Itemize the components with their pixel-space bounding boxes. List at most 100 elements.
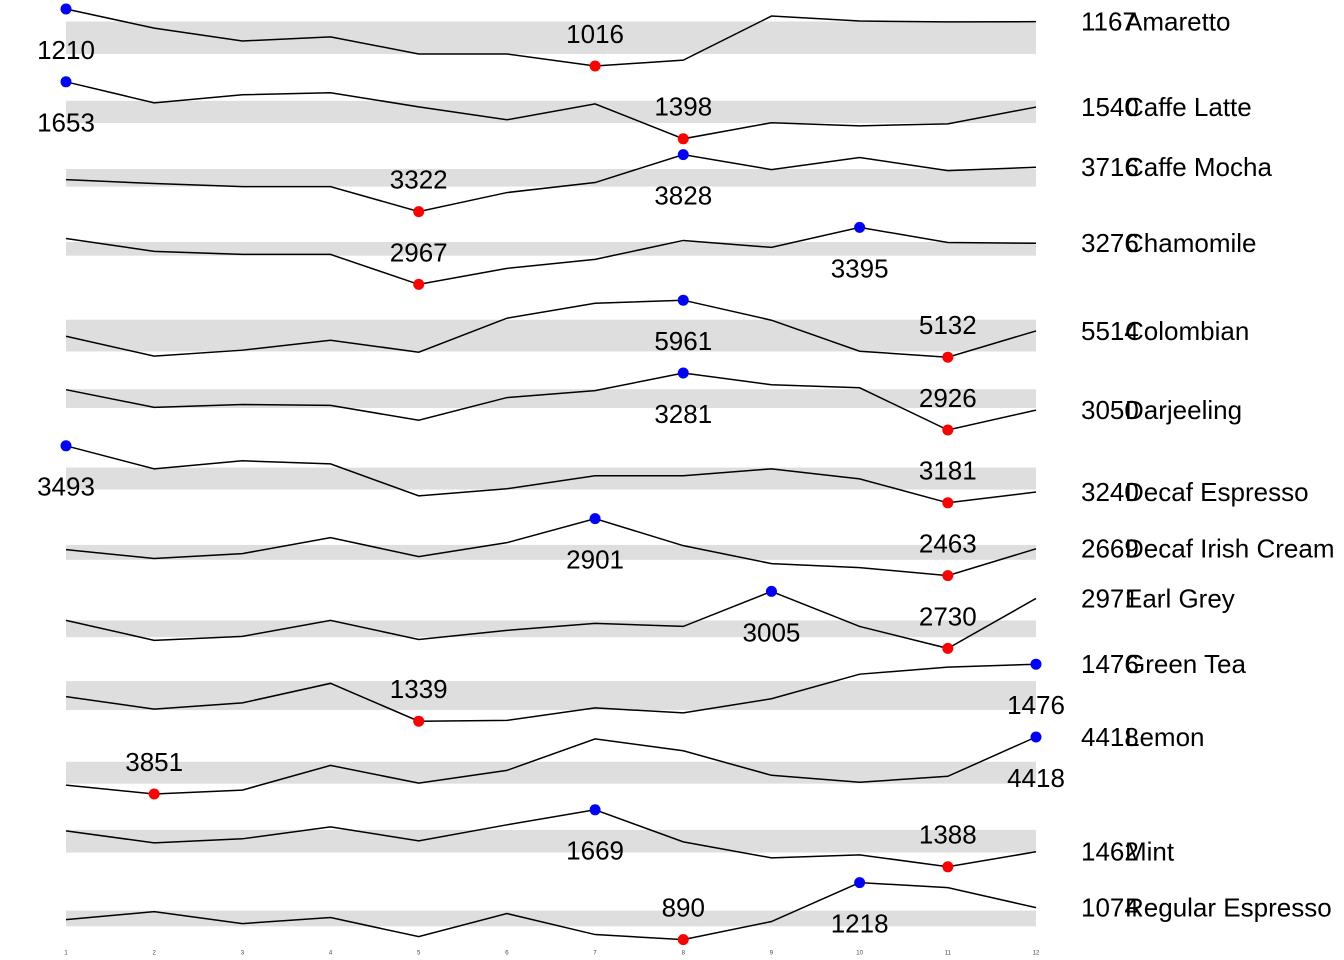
min-label: 3181 bbox=[919, 456, 977, 486]
x-tick-label: 10 bbox=[856, 951, 863, 957]
x-tick-label: 12 bbox=[1033, 951, 1040, 957]
max-label: 1476 bbox=[1007, 690, 1065, 720]
max-point bbox=[60, 3, 72, 15]
sparkline bbox=[65, 445, 1037, 504]
last-label: 4418 bbox=[1081, 722, 1139, 752]
series-name: Mint bbox=[1125, 837, 1175, 867]
sparkline bbox=[65, 226, 1037, 286]
x-tick-label: 5 bbox=[417, 951, 421, 957]
max-label: 5961 bbox=[654, 326, 712, 356]
min-label: 1388 bbox=[919, 820, 977, 850]
min-label: 1016 bbox=[566, 19, 624, 49]
x-tick-label: 7 bbox=[593, 951, 597, 957]
iqr-band bbox=[66, 389, 1036, 409]
x-tick-label: 11 bbox=[945, 951, 952, 957]
min-point bbox=[942, 351, 954, 363]
iqr-band bbox=[66, 21, 1036, 54]
sparkline bbox=[65, 153, 1037, 213]
max-label: 1210 bbox=[37, 35, 95, 65]
last-label: 2971 bbox=[1081, 583, 1139, 613]
min-point bbox=[413, 715, 425, 727]
series-name: Darjeeling bbox=[1125, 395, 1242, 425]
max-label: 4418 bbox=[1007, 763, 1065, 793]
series-name: Lemon bbox=[1125, 722, 1205, 752]
series-name: Amaretto bbox=[1125, 7, 1231, 37]
min-label: 3851 bbox=[125, 747, 183, 777]
x-tick-label: 3 bbox=[241, 951, 245, 957]
min-label: 2967 bbox=[390, 237, 448, 267]
series-name: Decaf Espresso bbox=[1125, 477, 1309, 507]
min-point bbox=[942, 642, 954, 654]
sparkline bbox=[65, 299, 1037, 358]
max-label: 1653 bbox=[37, 108, 95, 138]
sparkline bbox=[65, 81, 1037, 140]
min-label: 890 bbox=[662, 892, 705, 922]
min-point bbox=[942, 570, 954, 582]
last-label: 1476 bbox=[1081, 649, 1139, 679]
max-point bbox=[1030, 658, 1042, 670]
sparkline bbox=[65, 372, 1037, 431]
sparkline bbox=[65, 881, 1037, 941]
sparkline bbox=[65, 809, 1037, 868]
series-name: Caffe Mocha bbox=[1125, 152, 1272, 182]
last-label: 1074 bbox=[1081, 892, 1139, 922]
iqr-band bbox=[66, 681, 1036, 711]
max-label: 3005 bbox=[743, 617, 801, 647]
x-tick-label: 6 bbox=[505, 951, 509, 957]
min-point bbox=[148, 788, 160, 800]
max-label: 3828 bbox=[654, 180, 712, 210]
min-point bbox=[942, 424, 954, 436]
x-tick-label: 4 bbox=[329, 951, 333, 957]
series-name: Green Tea bbox=[1125, 649, 1246, 679]
min-point bbox=[413, 278, 425, 290]
min-point bbox=[413, 206, 425, 218]
max-point bbox=[677, 367, 689, 379]
iqr-band bbox=[66, 241, 1036, 256]
iqr-band bbox=[66, 544, 1036, 560]
max-label: 2901 bbox=[566, 544, 624, 574]
max-point bbox=[854, 221, 866, 233]
max-point bbox=[589, 804, 601, 816]
min-point bbox=[677, 133, 689, 145]
sparkline bbox=[65, 8, 1037, 67]
last-label: 5514 bbox=[1081, 316, 1139, 346]
series-name: Earl Grey bbox=[1125, 583, 1235, 613]
min-label: 1398 bbox=[654, 92, 712, 122]
max-point bbox=[1030, 731, 1042, 743]
iqr-band bbox=[66, 829, 1036, 853]
iqr-band bbox=[66, 319, 1036, 352]
max-point bbox=[677, 149, 689, 161]
min-label: 2463 bbox=[919, 528, 977, 558]
last-label: 2669 bbox=[1081, 534, 1139, 564]
sparkline bbox=[65, 736, 1037, 795]
max-label: 1218 bbox=[831, 908, 889, 938]
max-label: 3493 bbox=[37, 472, 95, 502]
max-point bbox=[677, 294, 689, 306]
min-point bbox=[589, 60, 601, 72]
min-point bbox=[942, 861, 954, 873]
last-label: 1167 bbox=[1081, 7, 1137, 37]
min-point bbox=[942, 497, 954, 509]
max-label: 3395 bbox=[831, 253, 889, 283]
iqr-band bbox=[66, 761, 1036, 784]
min-label: 5132 bbox=[919, 310, 977, 340]
series-name: Regular Espresso bbox=[1125, 892, 1332, 922]
max-label: 3281 bbox=[654, 399, 712, 429]
last-label: 3276 bbox=[1081, 228, 1139, 258]
x-tick-label: 8 bbox=[682, 951, 686, 957]
min-label: 3322 bbox=[390, 164, 448, 194]
last-label: 1462 bbox=[1081, 837, 1139, 867]
max-point bbox=[854, 877, 866, 889]
min-label: 1339 bbox=[390, 674, 448, 704]
last-label: 1540 bbox=[1081, 92, 1139, 122]
sparkline bbox=[65, 590, 1037, 650]
x-tick-label: 1 bbox=[64, 951, 68, 957]
last-label: 3240 bbox=[1081, 477, 1139, 507]
last-label: 3050 bbox=[1081, 395, 1139, 425]
max-point bbox=[60, 76, 72, 88]
last-label: 3716 bbox=[1081, 152, 1139, 182]
series-name: Chamomile bbox=[1125, 228, 1257, 258]
max-point bbox=[60, 440, 72, 452]
min-label: 2926 bbox=[919, 383, 977, 413]
